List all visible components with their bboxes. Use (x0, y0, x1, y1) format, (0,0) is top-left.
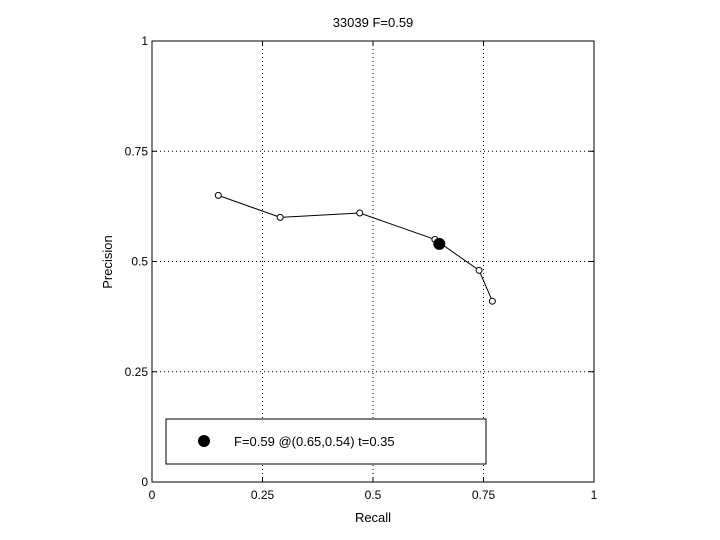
x-axis-label: Recall (355, 510, 391, 525)
y-tick-label: 0 (141, 475, 148, 489)
legend-box (165, 418, 487, 465)
best-f-point (433, 237, 446, 250)
y-tick-label: 0.75 (125, 144, 149, 158)
pr-point (475, 266, 483, 274)
grid (152, 41, 594, 482)
pr-curve-line (218, 194, 493, 302)
y-tick-label: 0.5 (131, 255, 148, 269)
pr-point (488, 297, 496, 305)
x-tick-label: 0.5 (365, 488, 382, 502)
legend-marker (198, 435, 210, 447)
pr-point (356, 209, 364, 217)
y-tick-label: 0.25 (125, 365, 149, 379)
x-tick-label: 0 (149, 488, 156, 502)
series (214, 191, 496, 305)
ticks: 0 0.25 0.5 0.75 1 0 0.25 0.5 0.75 1 (125, 34, 598, 502)
legend: F=0.59 @(0.65,0.54) t=0.35 (165, 418, 487, 465)
legend-label: F=0.59 @(0.65,0.54) t=0.35 (234, 434, 395, 449)
pr-point (276, 213, 284, 221)
x-tick-label: 0.75 (472, 488, 496, 502)
y-axis-label: Precision (100, 235, 115, 288)
pr-point (214, 191, 222, 199)
chart-title: 33039 F=0.59 (333, 15, 414, 30)
x-tick-label: 1 (591, 488, 598, 502)
y-tick-label: 1 (141, 34, 148, 48)
x-tick-label: 0.25 (251, 488, 275, 502)
